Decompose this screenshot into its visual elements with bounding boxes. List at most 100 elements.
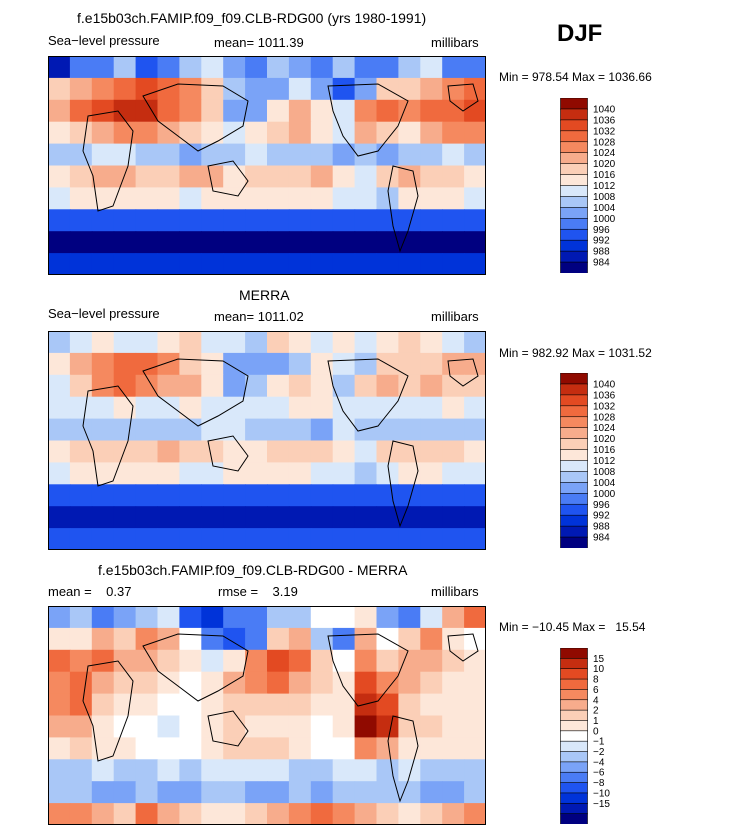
map-cell xyxy=(113,693,137,717)
map-cell xyxy=(288,484,312,507)
map-cell xyxy=(420,331,443,354)
map-cell xyxy=(201,781,224,804)
map-cell xyxy=(135,374,159,398)
map-cell xyxy=(113,759,137,782)
map-cell xyxy=(48,759,71,782)
map-cell xyxy=(332,165,356,188)
map-cell xyxy=(179,209,202,232)
colorbar-label: 15 xyxy=(593,654,605,665)
map-cell xyxy=(113,165,137,188)
map-cell xyxy=(354,331,378,354)
map-cell xyxy=(398,627,421,651)
map-cell xyxy=(376,418,399,442)
colorbar-label: 1024 xyxy=(593,148,616,159)
map-cell xyxy=(464,77,486,101)
coastline xyxy=(207,160,249,197)
colorbar-label: 992 xyxy=(593,511,610,522)
colorbar-label: −15 xyxy=(593,799,610,810)
season-label: DJF xyxy=(557,20,603,47)
map-cell xyxy=(179,627,202,651)
map-cell xyxy=(69,649,93,673)
map-cell xyxy=(288,77,312,101)
map-cell xyxy=(69,77,93,101)
map-cell xyxy=(135,396,159,420)
map-cell xyxy=(179,693,202,717)
map-cell xyxy=(69,693,93,717)
map-cell xyxy=(442,418,465,442)
map-cell xyxy=(135,56,159,79)
map-cell xyxy=(113,352,137,376)
map-cell xyxy=(179,759,202,782)
map-cell xyxy=(376,803,399,825)
panel3-title: f.e15b03ch.FAMIP.f09_f09.CLB-RDG00 - MER… xyxy=(98,562,408,578)
map-cell xyxy=(420,77,443,101)
colorbar-label: 1 xyxy=(593,716,599,727)
colorbar-swatch xyxy=(560,228,588,241)
map-cell xyxy=(245,606,268,629)
map-cell xyxy=(332,671,356,695)
map-cell xyxy=(310,56,334,79)
map-cell xyxy=(245,737,268,760)
map-cell xyxy=(376,143,399,167)
map-cell xyxy=(113,440,137,463)
map-cell xyxy=(310,331,334,354)
map-cell xyxy=(245,253,268,275)
map-cell xyxy=(157,396,180,420)
map-cell xyxy=(376,440,399,463)
map-cell xyxy=(245,121,268,145)
map-cell xyxy=(398,781,421,804)
map-border xyxy=(48,56,486,275)
map-cell xyxy=(376,506,399,529)
map-cell xyxy=(157,253,180,275)
map-cell xyxy=(245,627,268,651)
colorbar-swatch xyxy=(560,119,588,132)
map-cell xyxy=(376,374,399,398)
map-cell xyxy=(376,671,399,695)
map-cell xyxy=(245,231,268,254)
map-cell xyxy=(157,209,180,232)
map-cell xyxy=(464,374,486,398)
map-cell xyxy=(223,331,246,354)
map-cell xyxy=(442,165,465,188)
map-cell xyxy=(354,253,378,275)
map-cell xyxy=(332,462,356,485)
map-cell xyxy=(398,253,421,275)
map-cell xyxy=(376,209,399,232)
map-cell xyxy=(354,143,378,167)
map-cell xyxy=(91,77,115,101)
map-cell xyxy=(48,627,71,651)
map-cell xyxy=(69,352,93,376)
map-cell xyxy=(91,56,115,79)
map-cell xyxy=(157,331,180,354)
map-cell xyxy=(245,528,268,550)
map-cell xyxy=(354,759,378,782)
colorbar-swatch xyxy=(560,514,588,527)
map-cell xyxy=(201,440,224,463)
panel1-minmax: Min = 978.54 Max = 1036.66 xyxy=(499,70,652,84)
colorbar-swatch xyxy=(560,130,588,143)
map-cell xyxy=(135,77,159,101)
coastline xyxy=(82,385,134,487)
map-cell xyxy=(464,56,486,79)
map-cell xyxy=(48,649,71,673)
panel2-units-label: millibars xyxy=(431,309,479,324)
map-cell xyxy=(135,803,159,825)
map-cell xyxy=(201,462,224,485)
map-cell xyxy=(113,781,137,804)
map-cell xyxy=(420,352,443,376)
map-cell xyxy=(354,693,378,717)
map-cell xyxy=(48,418,71,442)
coastline xyxy=(142,633,249,702)
map-cell xyxy=(332,352,356,376)
map-cell xyxy=(420,187,443,210)
coastline xyxy=(142,83,249,152)
colorbar-label: 1040 xyxy=(593,379,616,390)
map-cell xyxy=(69,737,93,760)
map-cell xyxy=(135,484,159,507)
map-cell xyxy=(48,506,71,529)
map-cell xyxy=(354,715,378,738)
map-cell xyxy=(48,671,71,695)
map-cell xyxy=(48,374,71,398)
colorbar-label: 1036 xyxy=(593,115,616,126)
map-cell xyxy=(288,56,312,79)
